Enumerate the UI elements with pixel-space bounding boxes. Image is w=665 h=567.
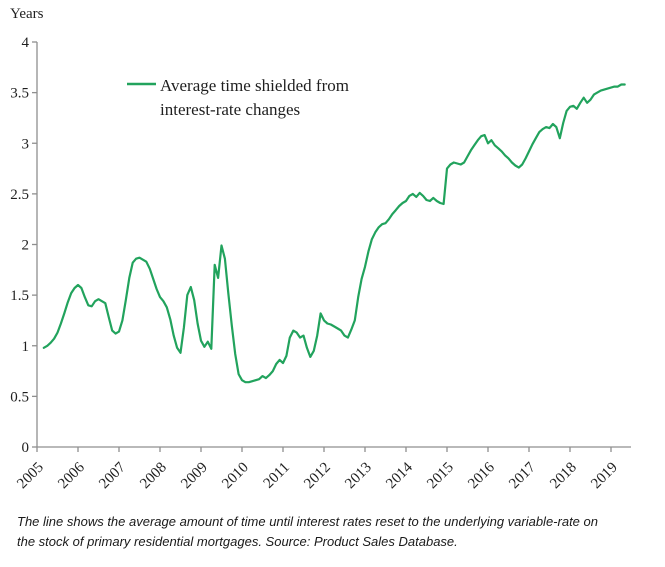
data-series-line xyxy=(42,83,626,384)
x-tick-label-2007: 2007 xyxy=(96,459,129,492)
y-tick-label: 1 xyxy=(22,339,30,355)
x-tick-label-2016: 2016 xyxy=(465,459,498,492)
y-tick-label: 3 xyxy=(22,136,30,152)
y-tick-label: 1.5 xyxy=(10,288,29,304)
legend-label-line1: Average time shielded from xyxy=(160,76,349,95)
x-tick-label-2008: 2008 xyxy=(137,460,170,493)
footnote: The line shows the average amount of tim… xyxy=(17,512,657,552)
y-tick-label: 0.5 xyxy=(10,389,29,405)
y-tick-label: 2.5 xyxy=(10,187,29,203)
x-tick-label-2009: 2009 xyxy=(178,460,211,493)
y-tick-label: 4 xyxy=(22,35,30,51)
x-tick-label-2018: 2018 xyxy=(547,460,580,493)
x-tick-label-2006: 2006 xyxy=(55,459,88,492)
footnote-line1: The line shows the average amount of tim… xyxy=(17,514,598,529)
x-tick-label-2005: 2005 xyxy=(14,460,47,493)
y-tick-label: 2 xyxy=(22,238,30,254)
y-axis-title: Years xyxy=(10,6,44,22)
footnote-line2: the stock of primary residential mortgag… xyxy=(17,534,458,549)
y-tick-label: 3.5 xyxy=(10,86,29,102)
x-tick-label-2010: 2010 xyxy=(219,460,252,493)
y-tick-label: 0 xyxy=(22,440,30,456)
x-tick-label-2012: 2012 xyxy=(301,460,334,493)
legend: Average time shielded from interest-rate… xyxy=(127,76,349,119)
x-tick-label-2019: 2019 xyxy=(588,460,621,493)
x-tick-label-2011: 2011 xyxy=(261,460,293,492)
x-tick-label-2014: 2014 xyxy=(383,459,416,492)
line-chart: Years Average time shielded from interes… xyxy=(10,6,631,492)
legend-label-line2: interest-rate changes xyxy=(160,100,300,119)
x-tick-label-2017: 2017 xyxy=(506,459,539,492)
x-tick-label-2013: 2013 xyxy=(342,460,375,493)
x-tick-label-2015: 2015 xyxy=(424,460,457,493)
